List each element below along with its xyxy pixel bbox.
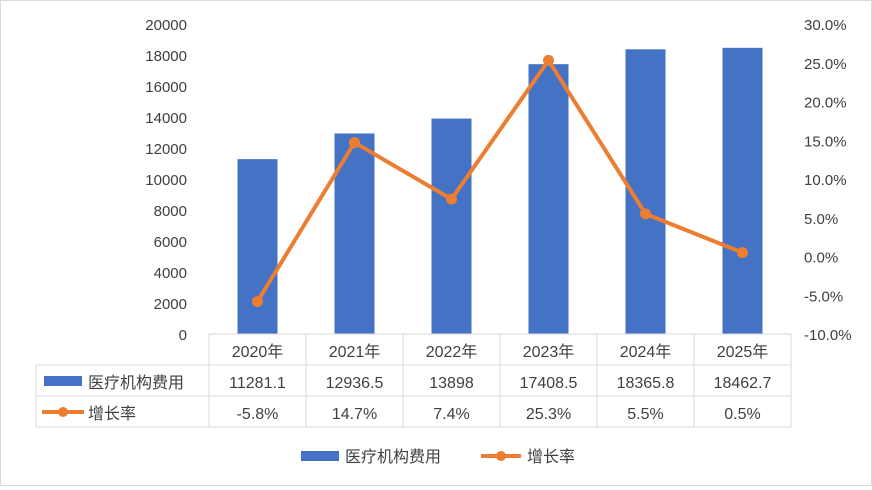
legend-label-line: 增长率 <box>527 448 575 466</box>
table-cell-bar-value: 17408.5 <box>520 375 578 392</box>
table-cell-bar-value: 12936.5 <box>326 375 384 392</box>
category-label: 2023年 <box>523 343 575 361</box>
growth-rate-point-1 <box>252 295 263 307</box>
right-axis-tick-label: 10.0% <box>804 172 847 189</box>
right-axis-tick-label: -10.0% <box>804 327 852 344</box>
left-axis-tick-label: 12000 <box>145 141 187 158</box>
growth-rate-point-3 <box>446 193 457 205</box>
right-axis-tick-label: 30.0% <box>804 17 847 34</box>
legend-label-bars: 医疗机构费用 <box>345 448 441 466</box>
legend-bar-key <box>301 451 339 461</box>
right-axis-tick-label: 5.0% <box>804 211 838 228</box>
bar-4 <box>528 64 569 335</box>
right-axis-tick-label: 25.0% <box>804 56 847 73</box>
category-label: 2025年 <box>717 343 769 361</box>
table-cell-growth-value: 5.5% <box>627 406 663 423</box>
left-axis-tick-label: 8000 <box>154 203 187 220</box>
table-cell-growth-value: -5.8% <box>237 406 279 423</box>
left-axis-tick-label: 18000 <box>145 48 187 65</box>
table-cell-bar-value: 18365.8 <box>617 375 675 392</box>
bar-6 <box>722 47 763 334</box>
category-label: 2022年 <box>426 343 478 361</box>
left-axis-tick-label: 10000 <box>145 172 187 189</box>
left-axis-tick-label: 6000 <box>154 234 187 251</box>
legend-line-marker <box>496 451 506 461</box>
growth-rate-point-4 <box>543 54 554 66</box>
right-axis-tick-label: 0.0% <box>804 250 838 267</box>
category-label: 2021年 <box>329 343 381 361</box>
table-legend-bar-key <box>44 376 82 386</box>
table-cell-growth-value: 0.5% <box>724 406 760 423</box>
growth-rate-point-2 <box>349 137 360 149</box>
category-label: 2024年 <box>620 343 672 361</box>
bar-1 <box>237 159 278 334</box>
table-row-label-line: 增长率 <box>88 405 136 423</box>
table-row-label-bars: 医疗机构费用 <box>88 374 184 392</box>
left-axis-tick-label: 0 <box>179 327 187 344</box>
right-axis-tick-label: 20.0% <box>804 95 847 112</box>
table-cell-bar-value: 13898 <box>429 375 474 392</box>
left-axis-tick-label: 2000 <box>154 296 187 313</box>
table-cell-bar-value: 18462.7 <box>714 375 772 392</box>
left-axis-tick-label: 14000 <box>145 110 187 127</box>
left-axis-tick-label: 4000 <box>154 265 187 282</box>
growth-rate-line <box>255 58 745 304</box>
bar-3 <box>431 118 472 335</box>
left-axis-tick-label: 20000 <box>145 17 187 34</box>
right-axis-tick-label: 15.0% <box>804 133 847 150</box>
table-cell-growth-value: 7.4% <box>433 406 469 423</box>
left-axis-tick-label: 16000 <box>145 79 187 96</box>
table-cell-growth-value: 25.3% <box>526 406 571 423</box>
table-legend-line-marker <box>58 407 68 417</box>
table-cell-bar-value: 11281.1 <box>229 375 286 392</box>
table-cell-growth-value: 14.7% <box>332 406 377 423</box>
growth-rate-point-6 <box>737 247 748 259</box>
right-axis-tick-label: -5.0% <box>804 288 843 305</box>
growth-rate-point-5 <box>640 208 651 220</box>
category-label: 2020年 <box>232 343 284 361</box>
